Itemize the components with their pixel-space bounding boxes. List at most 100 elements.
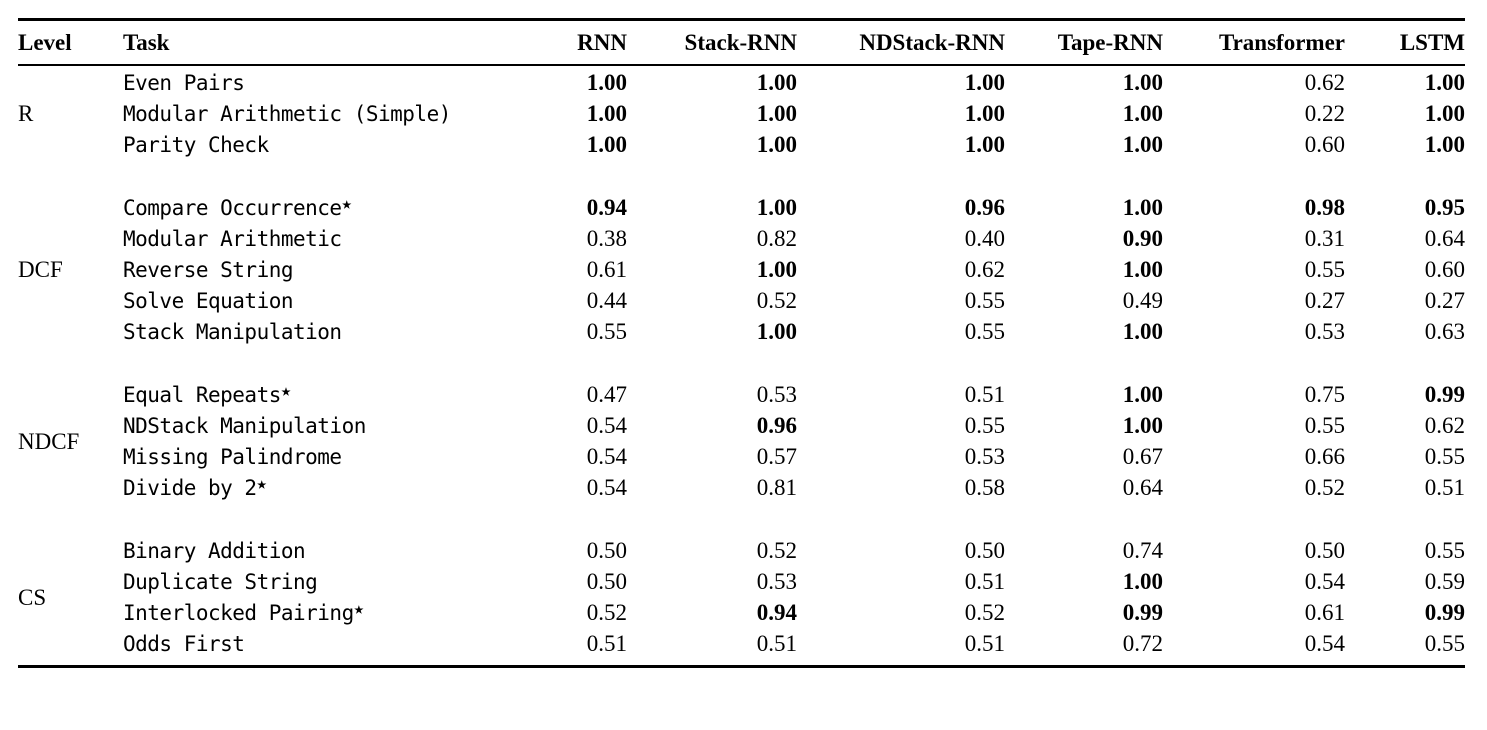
score-cell: 0.67 xyxy=(1122,443,1163,469)
table-group: R Even Pairs 1.00 1.00 1.00 1.00 0.62 1.00 Modul… xyxy=(18,67,1465,160)
score-cell: 0.51 xyxy=(1424,474,1465,500)
score-cell: 0.99 xyxy=(1424,599,1465,625)
score-cell: 0.53 xyxy=(1304,318,1345,344)
table-row: Modular Arithmetic (Simple) 1.00 1.00 1.00 1… xyxy=(123,98,1465,129)
task-cell: Compare Occurrence★ xyxy=(123,193,352,220)
score-cell: 1.00 xyxy=(1424,131,1465,157)
level-label: CS xyxy=(18,584,47,610)
score-cell: 0.53 xyxy=(964,443,1005,469)
table-row: Parity Check 1.00 1.00 1.00 1.00 0.60 1.00 xyxy=(123,129,1465,160)
score-cell: 0.94 xyxy=(756,599,797,625)
score-cell: 1.00 xyxy=(1122,100,1163,126)
table-row: Interlocked Pairing★ 0.52 0.94 0.52 0.99 0.61… xyxy=(123,597,1465,628)
task-cell: Equal Repeats★ xyxy=(123,380,291,407)
task-cell: Divide by 2★ xyxy=(123,473,267,500)
star-icon: ★ xyxy=(256,473,267,494)
score-cell: 1.00 xyxy=(756,100,797,126)
table-header-rule xyxy=(18,64,1465,66)
score-cell: 0.54 xyxy=(586,474,627,500)
score-cell: 0.51 xyxy=(964,630,1005,656)
table-header-row: Level Task RNN Stack-RNN NDStack-RNN Tap… xyxy=(18,21,1465,64)
group-rows: Compare Occurrence★ 0.94 1.00 0.96 1.00 0.98 0… xyxy=(123,192,1465,347)
column-header-transformer: Transformer xyxy=(1218,29,1345,55)
score-cell: 0.60 xyxy=(1304,131,1345,157)
score-cell: 0.55 xyxy=(586,318,627,344)
score-cell: 0.72 xyxy=(1122,630,1163,656)
results-table: Level Task RNN Stack-RNN NDStack-RNN Tap… xyxy=(18,18,1465,668)
score-cell: 0.94 xyxy=(586,194,627,220)
score-cell: 0.53 xyxy=(756,568,797,594)
score-cell: 0.55 xyxy=(1424,443,1465,469)
score-cell: 0.99 xyxy=(1424,381,1465,407)
score-cell: 0.51 xyxy=(964,568,1005,594)
group-rows: Even Pairs 1.00 1.00 1.00 1.00 0.62 1.00 Modula… xyxy=(123,67,1465,160)
score-cell: 1.00 xyxy=(1122,412,1163,438)
score-cell: 0.96 xyxy=(756,412,797,438)
score-cell: 0.90 xyxy=(1122,225,1163,251)
score-cell: 0.54 xyxy=(586,412,627,438)
column-header-stack-rnn: Stack-RNN xyxy=(684,29,797,55)
task-cell: Modular Arithmetic (Simple) xyxy=(123,101,451,126)
score-cell: 0.61 xyxy=(1304,599,1345,625)
score-cell: 0.59 xyxy=(1424,568,1465,594)
score-cell: 0.75 xyxy=(1304,381,1345,407)
score-cell: 0.52 xyxy=(964,599,1005,625)
column-header-level: Level xyxy=(18,29,72,55)
score-cell: 1.00 xyxy=(586,69,627,95)
task-cell: Even Pairs xyxy=(123,70,245,95)
score-cell: 1.00 xyxy=(586,100,627,126)
column-header-tape-rnn: Tape-RNN xyxy=(1057,29,1163,55)
table-row: Compare Occurrence★ 0.94 1.00 0.96 1.00 0.98 0… xyxy=(123,192,1465,223)
level-label: NDCF xyxy=(18,428,80,454)
score-cell: 0.99 xyxy=(1122,599,1163,625)
table-group: NDCF Equal Repeats★ 0.47 0.53 0.51 1.00 0.75 0.… xyxy=(18,379,1465,503)
table-row: NDStack Manipulation 0.54 0.96 0.55 1.00 0.55… xyxy=(123,410,1465,441)
task-cell: Duplicate String xyxy=(123,569,318,594)
score-cell: 1.00 xyxy=(756,256,797,282)
task-cell: Binary Addition xyxy=(123,538,306,563)
score-cell: 0.81 xyxy=(756,474,797,500)
score-cell: 1.00 xyxy=(1122,69,1163,95)
table-row: Duplicate String 0.50 0.53 0.51 1.00 0.54 0.59 xyxy=(123,566,1465,597)
score-cell: 1.00 xyxy=(756,131,797,157)
score-cell: 0.82 xyxy=(756,225,797,251)
score-cell: 1.00 xyxy=(1122,318,1163,344)
star-icon: ★ xyxy=(280,380,291,401)
score-cell: 1.00 xyxy=(1122,131,1163,157)
table-group: DCF Compare Occurrence★ 0.94 1.00 0.96 1.00 0.… xyxy=(18,192,1465,347)
score-cell: 1.00 xyxy=(756,318,797,344)
table-row: Equal Repeats★ 0.47 0.53 0.51 1.00 0.75 0.99 xyxy=(123,379,1465,410)
score-cell: 0.61 xyxy=(586,256,627,282)
score-cell: 0.57 xyxy=(756,443,797,469)
task-cell: Reverse String xyxy=(123,257,294,282)
score-cell: 0.47 xyxy=(586,381,627,407)
table-row: Solve Equation 0.44 0.52 0.55 0.49 0.27 0.27 xyxy=(123,285,1465,316)
score-cell: 0.64 xyxy=(1424,225,1465,251)
score-cell: 0.95 xyxy=(1424,194,1465,220)
task-cell: Odds First xyxy=(123,631,245,656)
score-cell: 0.27 xyxy=(1424,287,1465,313)
score-cell: 0.66 xyxy=(1304,443,1345,469)
task-cell: Solve Equation xyxy=(123,288,294,313)
score-cell: 0.55 xyxy=(1424,537,1465,563)
column-header-rnn: RNN xyxy=(577,29,627,55)
table-body: R Even Pairs 1.00 1.00 1.00 1.00 0.62 1.00 Modul… xyxy=(18,66,1465,665)
score-cell: 0.98 xyxy=(1304,194,1345,220)
score-cell: 0.31 xyxy=(1304,225,1345,251)
table-row: Divide by 2★ 0.54 0.81 0.58 0.64 0.52 0.51 xyxy=(123,472,1465,503)
table-row: Odds First 0.51 0.51 0.51 0.72 0.54 0.55 xyxy=(123,628,1465,659)
score-cell: 0.55 xyxy=(964,287,1005,313)
score-cell: 0.55 xyxy=(1424,630,1465,656)
table-group: CS Binary Addition 0.50 0.52 0.50 0.74 0.50 0.5… xyxy=(18,535,1465,659)
score-cell: 0.55 xyxy=(1304,412,1345,438)
score-cell: 0.52 xyxy=(756,537,797,563)
score-cell: 0.64 xyxy=(1122,474,1163,500)
score-cell: 1.00 xyxy=(1122,256,1163,282)
task-cell: Missing Palindrome xyxy=(123,444,342,469)
score-cell: 0.22 xyxy=(1304,100,1345,126)
score-cell: 1.00 xyxy=(1424,69,1465,95)
score-cell: 0.52 xyxy=(1304,474,1345,500)
task-cell: Interlocked Pairing★ xyxy=(123,598,364,625)
score-cell: 1.00 xyxy=(756,69,797,95)
